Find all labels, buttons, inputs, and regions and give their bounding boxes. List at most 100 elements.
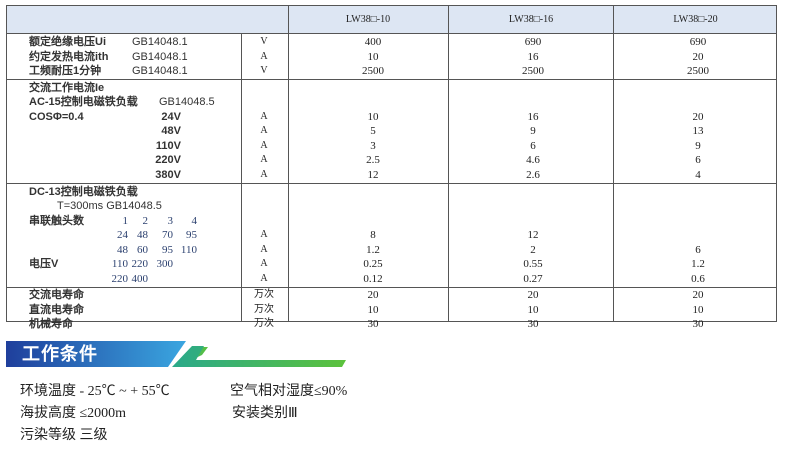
unit-label: A [260, 125, 268, 137]
cell-value: 3 [370, 139, 376, 152]
unit-label: A [260, 229, 268, 241]
table-row: AC-15控制电磁铁负载 GB14048.5 [7, 95, 776, 110]
row-label: 交流电寿命 [29, 289, 84, 302]
row-standard: 48V [161, 125, 181, 138]
row-standard: GB14048.1 [132, 50, 188, 63]
group-divider [7, 79, 776, 81]
cell-value: 4.6 [526, 154, 540, 167]
table-row: 220V A 2.5 4.6 6 [7, 153, 776, 168]
ambient-temperature: 环境温度 - 25℃ ~ + 55℃ [20, 384, 170, 399]
cell-value: 10 [527, 303, 539, 316]
cell-value: 9 [530, 125, 536, 138]
cell-value: 1.2 [691, 258, 705, 271]
table-row: 额定绝缘电压Ui GB14048.1 V 400 690 690 [7, 35, 776, 50]
series-contact-value: 48 [117, 243, 128, 256]
cell-value: 20 [692, 289, 704, 302]
cell-value: 1.2 [366, 243, 380, 256]
cell-value: 20 [692, 110, 704, 123]
cell-value: 400 [364, 36, 382, 48]
cell-value: 0.27 [523, 272, 543, 285]
unit-label: A [260, 243, 268, 255]
series-contact-value: 2 [142, 214, 149, 227]
unit-label: A [260, 110, 268, 122]
cell-value: 10 [692, 303, 704, 316]
table-row: 交流工作电流Ie [7, 81, 776, 96]
cell-value: 12 [527, 229, 539, 242]
cell-value: 30 [527, 318, 539, 331]
table-row: DC-13控制电磁铁负载 [7, 185, 776, 200]
cell-value: 2500 [522, 65, 544, 78]
row-standard: 24V [161, 110, 181, 123]
row-standard: GB14048.1 [132, 36, 188, 48]
row-label: 直流电寿命 [29, 303, 84, 316]
row-standard: T=300ms GB14048.5 [57, 200, 162, 213]
table-row: 380V A 12 2.6 4 [7, 168, 776, 183]
row-standard: GB14048.1 [132, 65, 188, 78]
unit-label: A [260, 168, 268, 180]
series-contact-value: 110 [111, 258, 128, 271]
row-label: 约定发热电流ith [29, 50, 109, 63]
divider [288, 6, 289, 321]
cell-value: 2500 [687, 65, 709, 78]
row-standard: GB14048.5 [159, 96, 215, 109]
section-banner [6, 341, 346, 367]
cell-value: 6 [695, 154, 701, 167]
table-row: 机械寿命 万次 30 30 30 [7, 317, 776, 332]
cell-value: 13 [692, 125, 704, 138]
cell-value: 10 [367, 110, 379, 123]
table-row: 直流电寿命 万次 10 10 10 [7, 303, 776, 318]
unit-label: 万次 [254, 289, 274, 301]
cell-value: 5 [370, 125, 376, 138]
table-row: 24 48 70 95 A 8 12 [7, 228, 776, 243]
series-contact-value: 24 [117, 229, 128, 242]
series-contact-value: 1 [122, 214, 129, 227]
series-contact-value: 220 [111, 272, 129, 285]
cell-value: 20 [692, 50, 704, 63]
cell-value: 2.6 [526, 168, 540, 181]
cell-value: 20 [527, 289, 539, 302]
table-header: LW38□-10 LW38□-16 LW38□-20 [7, 6, 776, 34]
row-label: 机械寿命 [29, 318, 73, 331]
table-row: 220 400 A 0.12 0.27 0.6 [7, 272, 776, 287]
row-label: 工频耐压1分钟 [29, 65, 102, 78]
cell-value: 6 [695, 243, 701, 256]
cell-value: 690 [689, 36, 707, 48]
divider [613, 6, 614, 321]
cell-value: 690 [524, 36, 542, 48]
table-row: 交流电寿命 万次 20 20 20 [7, 288, 776, 303]
row-label: 额定绝缘电压Ui [29, 36, 106, 48]
series-contact-value: 220 [131, 258, 149, 271]
row-label: 交流工作电流Ie [29, 81, 105, 94]
cell-value: 2.5 [366, 154, 380, 167]
section-title: 工作条件 [22, 344, 98, 364]
cell-value: 16 [527, 50, 539, 63]
header-model-20: LW38□-20 [673, 14, 718, 25]
installation-category: 安装类别Ⅲ [232, 406, 298, 421]
series-contact-value: 48 [137, 229, 148, 242]
table-row: 电压V 110 220 300 A 0.25 0.55 1.2 [7, 257, 776, 272]
unit-label: V [260, 36, 268, 47]
divider [448, 6, 449, 321]
cell-value: 0.25 [363, 258, 383, 271]
row-label: 串联触头数 [29, 214, 84, 227]
spec-table: LW38□-10 LW38□-16 LW38□-20 额定绝缘电压Ui GB140… [6, 5, 777, 330]
cell-value: 8 [370, 229, 376, 242]
cell-value: 9 [695, 139, 701, 152]
cell-value: 30 [367, 318, 379, 331]
cell-value: 0.12 [363, 272, 383, 285]
unit-label: 万次 [254, 303, 274, 315]
series-contact-value: 110 [180, 243, 197, 256]
row-standard: 110V [155, 139, 181, 152]
table-row: T=300ms GB14048.5 [7, 199, 776, 214]
unit-label: A [260, 139, 268, 151]
table-row: 48V A 5 9 13 [7, 124, 776, 139]
divider [241, 33, 242, 321]
series-contact-value: 95 [162, 243, 173, 256]
group-divider [7, 286, 776, 288]
series-contact-value: 3 [167, 214, 174, 227]
cell-value: 30 [692, 318, 704, 331]
row-label: DC-13控制电磁铁负载 [29, 185, 138, 198]
unit-label: A [260, 272, 268, 284]
table-row: 工频耐压1分钟 GB14048.1 V 2500 2500 2500 [7, 64, 776, 79]
row-label: AC-15控制电磁铁负载 [29, 96, 138, 109]
